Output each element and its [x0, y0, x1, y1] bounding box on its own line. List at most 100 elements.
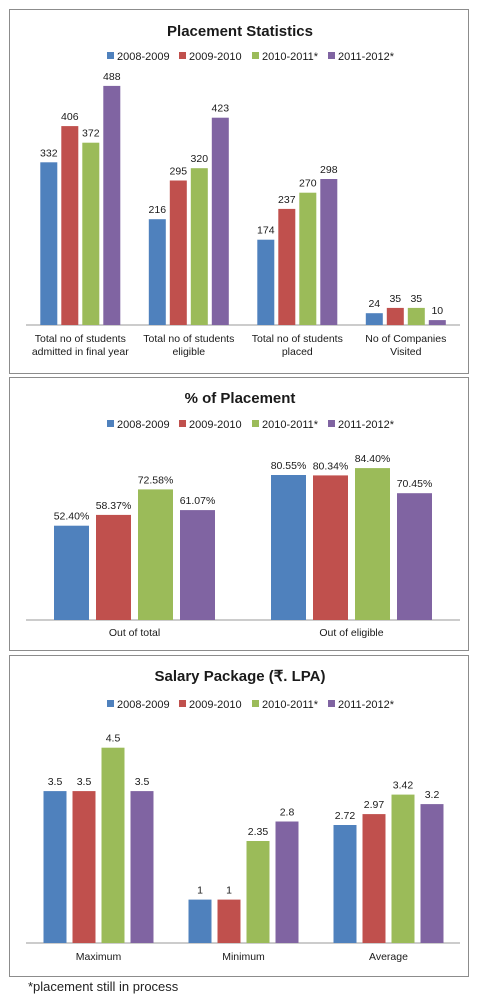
bar-3-1-1	[217, 899, 241, 943]
value-label-3-0-1: 3.5	[77, 776, 92, 788]
salary-package-svg: Salary Package (₹. LPA) 2008-2009 2009-201…	[26, 668, 460, 963]
placement-statistics-chart: Placement Statistics 2008-2009 2009-2010 20…	[9, 9, 469, 374]
value-label-1-2-3: 298	[320, 164, 338, 176]
bar-1-2-2	[299, 192, 317, 325]
legend-2-label-3: 2011-2012*	[338, 419, 395, 431]
legend-3-swatch-1	[179, 700, 186, 707]
value-label-1-0-1: 406	[61, 111, 79, 123]
legend-2-swatch-3	[328, 420, 335, 427]
value-label-3-0-2: 4.5	[106, 733, 121, 745]
bar-3-0-1	[72, 791, 96, 943]
legend-2-swatch-1	[179, 420, 186, 427]
value-label-1-3-0: 24	[368, 298, 380, 310]
bar-1-1-3	[211, 117, 229, 325]
legend-1-label-3: 2011-2012*	[338, 51, 395, 63]
bar-1-1-1	[169, 180, 187, 325]
category-label-1-1-0: Total no of students	[143, 333, 234, 345]
category-label-2-0-0: Out of total	[109, 627, 160, 639]
bar-1-3-3	[428, 320, 446, 325]
bar-3-2-2	[391, 794, 415, 943]
footnote: *placement still in process	[28, 979, 179, 994]
bar-1-0-2	[82, 142, 100, 325]
bar-1-0-0	[40, 162, 58, 325]
legend-3-swatch-0	[107, 700, 114, 707]
placement-statistics-svg: Placement Statistics 2008-2009 2009-2010 20…	[26, 23, 460, 358]
bar-1-2-3	[320, 179, 338, 325]
bar-3-2-3	[420, 804, 444, 943]
value-label-1-3-3: 10	[431, 305, 443, 317]
value-label-1-2-1: 237	[278, 194, 296, 206]
bar-2-1-3	[397, 493, 432, 620]
value-label-3-1-0: 1	[197, 885, 203, 897]
value-label-2-1-0: 80.55%	[271, 460, 307, 472]
legend-2-swatch-0	[107, 420, 114, 427]
bar-1-0-3	[103, 85, 121, 326]
category-label-3-2-0: Average	[369, 951, 408, 963]
category-label-1-0-1: admitted in final year	[32, 346, 129, 358]
value-label-2-1-3: 70.45%	[397, 478, 433, 490]
category-label-1-1-1: eligible	[172, 346, 205, 358]
value-label-1-1-1: 295	[170, 166, 188, 178]
bar-1-3-1	[386, 307, 404, 326]
value-label-1-0-0: 332	[40, 147, 58, 159]
value-label-3-1-2: 2.35	[248, 826, 269, 838]
legend-1-label-0: 2008-2009	[117, 51, 170, 63]
value-label-1-3-2: 35	[410, 293, 422, 305]
legend-3-label-2: 2010-2011*	[262, 699, 319, 711]
category-label-1-0-0: Total no of students	[35, 333, 126, 345]
legend-1-label-2: 2010-2011*	[262, 51, 319, 63]
bar-1-3-2	[407, 307, 425, 326]
legend-2-swatch-2	[252, 420, 259, 427]
legend-2-label-1: 2009-2010	[189, 419, 242, 431]
value-label-2-0-0: 52.40%	[54, 511, 90, 523]
value-label-3-2-3: 3.2	[425, 789, 440, 801]
legend-1-label-1: 2009-2010	[189, 51, 242, 63]
legend-3-label-1: 2009-2010	[189, 699, 242, 711]
chart-1-title: Placement Statistics	[167, 23, 313, 40]
value-label-3-0-0: 3.5	[48, 776, 63, 788]
category-label-1-2-1: placed	[282, 346, 313, 358]
category-label-3-0-0: Maximum	[76, 951, 122, 963]
salary-package-chart: Salary Package (₹. LPA) 2008-2009 2009-201…	[9, 655, 469, 977]
value-label-1-0-2: 372	[82, 128, 100, 140]
category-label-1-2-0: Total no of students	[252, 333, 343, 345]
bar-2-1-2	[355, 468, 390, 620]
bar-1-1-0	[148, 219, 166, 325]
bar-1-1-2	[190, 168, 208, 325]
value-label-2-1-2: 84.40%	[355, 453, 391, 465]
value-label-3-1-1: 1	[226, 885, 232, 897]
bar-3-1-2	[246, 841, 270, 943]
value-label-1-2-0: 174	[257, 225, 275, 237]
legend-2-label-0: 2008-2009	[117, 419, 170, 431]
bar-3-1-3	[275, 821, 299, 943]
bar-3-0-0	[43, 791, 67, 943]
bar-3-0-3	[130, 791, 154, 943]
bar-2-0-2	[138, 489, 173, 620]
legend-3-swatch-3	[328, 700, 335, 707]
chart-2-title: % of Placement	[185, 390, 296, 407]
chart-3-title: Salary Package (₹. LPA)	[154, 668, 325, 685]
category-label-1-3-0: No of Companies	[365, 333, 446, 345]
legend-1-swatch-0	[107, 52, 114, 59]
bar-2-1-1	[313, 475, 348, 620]
value-label-2-0-2: 72.58%	[138, 474, 174, 486]
legend-1-swatch-1	[179, 52, 186, 59]
value-label-1-1-2: 320	[191, 153, 209, 165]
bar-3-2-0	[333, 825, 357, 943]
value-label-1-1-3: 423	[212, 103, 230, 115]
value-label-1-0-3: 488	[103, 71, 121, 83]
bar-2-0-0	[54, 525, 89, 620]
bar-3-0-2	[101, 747, 125, 943]
bar-1-2-1	[278, 208, 296, 325]
value-label-2-0-1: 58.37%	[96, 500, 132, 512]
bar-2-0-1	[96, 514, 131, 620]
bar-2-0-3	[180, 510, 215, 620]
percent-placement-chart: % of Placement 2008-2009 2009-2010 2010-201…	[9, 377, 469, 651]
value-label-3-2-0: 2.72	[335, 810, 356, 822]
category-label-1-3-1: Visited	[390, 346, 421, 358]
legend-3-label-3: 2011-2012*	[338, 699, 395, 711]
value-label-1-2-2: 270	[299, 178, 317, 190]
bar-3-2-1	[362, 814, 386, 943]
value-label-3-2-1: 2.97	[364, 799, 385, 811]
value-label-3-0-3: 3.5	[135, 776, 150, 788]
